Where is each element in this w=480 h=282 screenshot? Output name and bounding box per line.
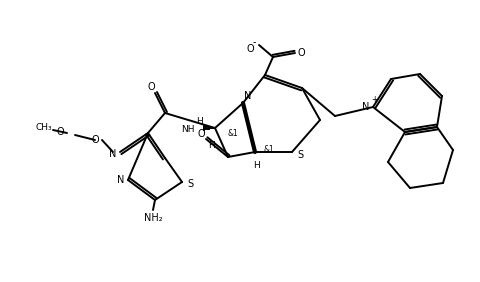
Text: O: O (297, 48, 304, 58)
Text: NH: NH (181, 124, 194, 133)
Text: S: S (187, 179, 192, 189)
Text: H: H (196, 118, 203, 127)
Text: O: O (56, 127, 64, 137)
Text: N: N (244, 91, 251, 101)
Text: O: O (91, 135, 98, 145)
Text: H: H (253, 162, 260, 171)
Text: &1: &1 (227, 129, 238, 138)
Text: O: O (147, 82, 155, 92)
Text: NH₂: NH₂ (144, 213, 162, 223)
Text: CH₃: CH₃ (36, 124, 52, 133)
Text: O: O (197, 129, 204, 139)
Text: &1: &1 (263, 144, 274, 153)
Text: -: - (252, 37, 255, 47)
Text: H: H (208, 140, 215, 149)
Text: +: + (370, 94, 376, 103)
Text: S: S (296, 150, 302, 160)
Text: O: O (246, 44, 253, 54)
Text: N: N (109, 149, 117, 159)
Text: N: N (361, 102, 369, 112)
Text: N: N (117, 175, 124, 185)
